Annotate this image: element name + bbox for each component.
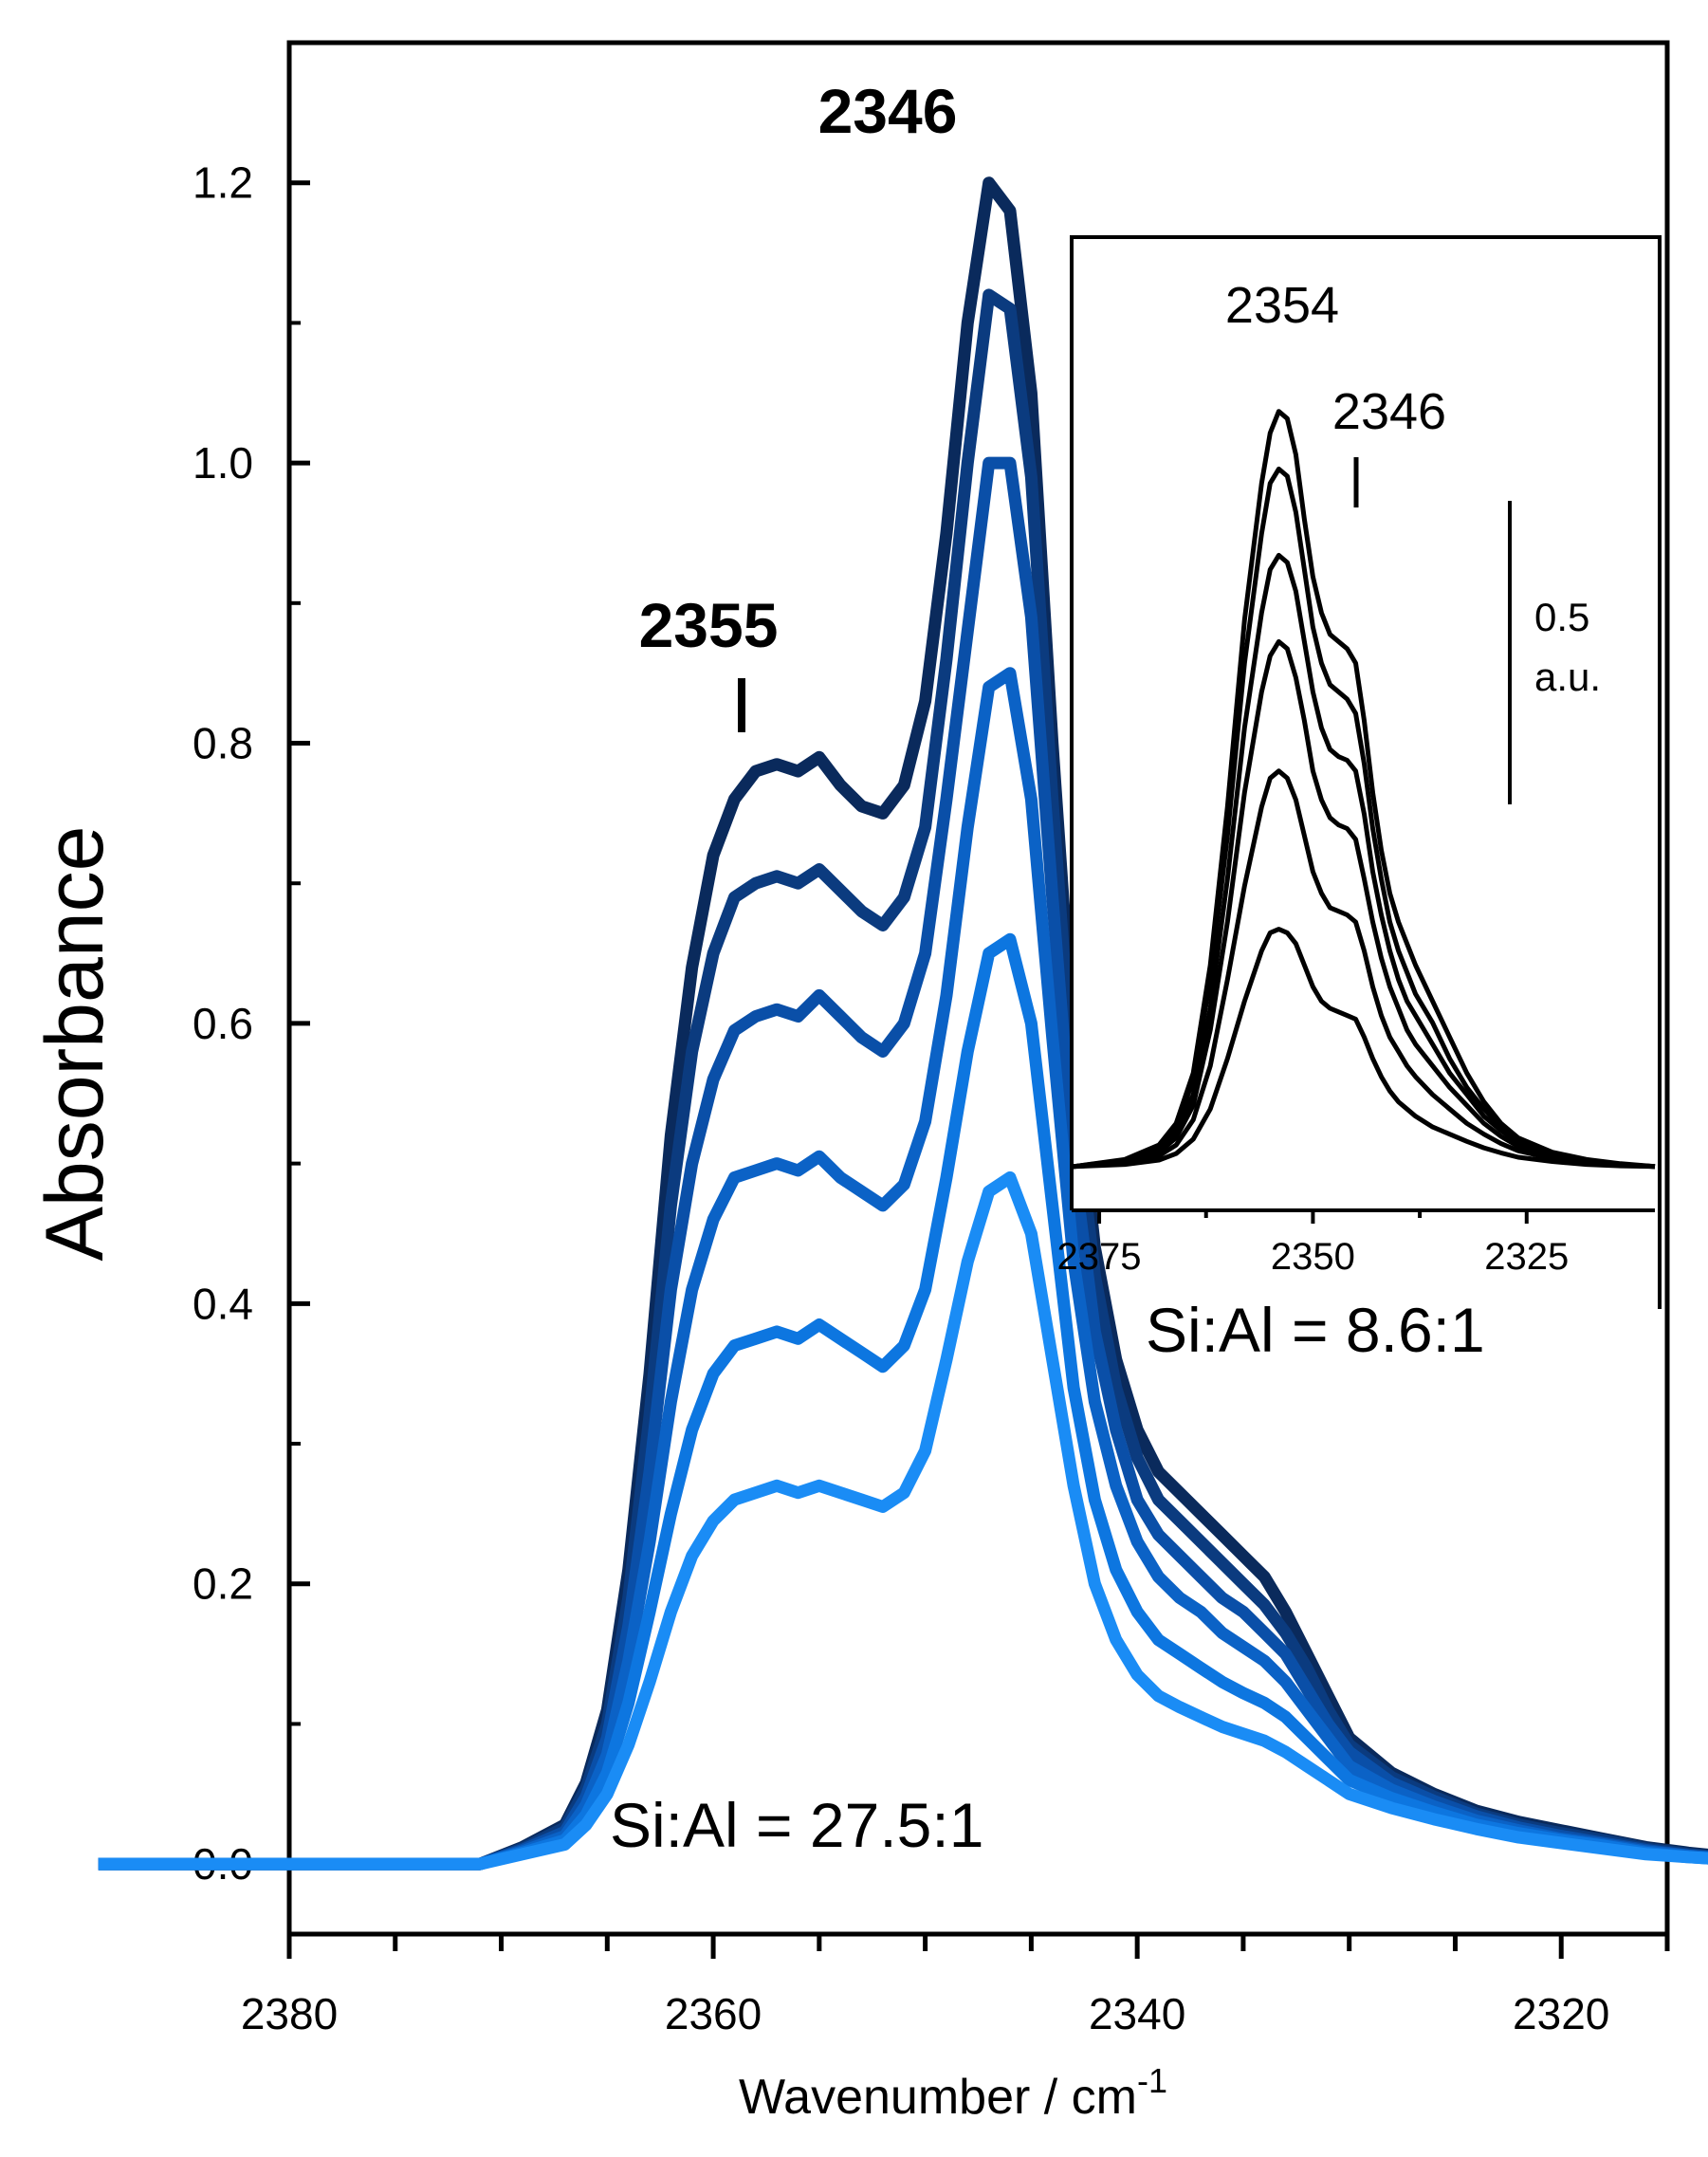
x-axis-label-main: Wavenumber / cm (739, 2070, 1137, 2125)
main-series-group (98, 176, 1708, 1871)
inset-series-line-3 (1073, 552, 1656, 1170)
y-tick-label: 1.0 (193, 438, 253, 488)
inset-peak-label-2354: 2354 (1225, 277, 1339, 334)
y-tick-label: 0.8 (193, 719, 253, 768)
x-tick-label: 2340 (1089, 1989, 1185, 2038)
main-x-axis: 2380 2360 2340 2320 (241, 1934, 1670, 2038)
inset-series-line-2 (1073, 466, 1656, 1170)
inset-series-line-4 (1073, 638, 1656, 1170)
peak-label-2355: 2355 (639, 590, 779, 660)
peak-label-2346: 2346 (818, 76, 958, 146)
x-axis-label: Wavenumber / cm-1 (739, 2061, 1167, 2125)
main-plot-frame (286, 40, 1670, 1937)
inset-series-line-5 (1073, 768, 1656, 1170)
inset-x-tick-label: 2325 (1484, 1236, 1569, 1278)
y-tick-label: 0.4 (193, 1279, 253, 1328)
inset-x-axis: 2375 2350 2325 (1057, 1210, 1569, 1278)
x-axis-label-superscript: -1 (1137, 2061, 1167, 2100)
y-axis-label: Absorbance (29, 826, 120, 1262)
inset-scale-value: 0.5 (1534, 595, 1589, 639)
main-series-line-6 (98, 1171, 1708, 1871)
inset-series-line-6 (1073, 927, 1656, 1170)
inset-chart: 2375 2350 2325 2354 2346 0.5 a.u. Si:Al = … (1057, 235, 1662, 1365)
x-tick-label: 2360 (665, 1989, 762, 2038)
x-tick-label: 2380 (241, 1989, 338, 2038)
inset-x-tick-label: 2375 (1057, 1236, 1142, 1278)
inset-series-group (1073, 409, 1656, 1170)
inset-peak-label-2346: 2346 (1332, 383, 1446, 440)
x-tick-label: 2320 (1513, 1989, 1609, 2038)
inset-frame (1070, 235, 1662, 1309)
main-y-axis: 0.00.20.40.60.81.01.2 (193, 41, 310, 1889)
ratio-label-inset: Si:Al = 8.6:1 (1146, 1295, 1485, 1365)
inset-series-line-1 (1073, 409, 1656, 1170)
ratio-label-main: Si:Al = 27.5:1 (610, 1790, 983, 1860)
y-tick-label: 0.2 (193, 1559, 253, 1609)
y-tick-label: 0.6 (193, 999, 253, 1048)
y-tick-label: 1.2 (193, 158, 253, 208)
inset-scale-unit: a.u. (1534, 654, 1601, 699)
inset-x-tick-label: 2350 (1271, 1236, 1355, 1278)
